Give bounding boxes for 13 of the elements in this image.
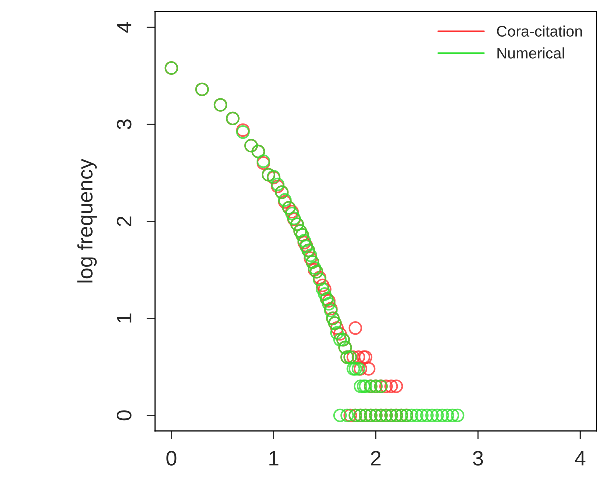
y-tick-label: 3	[116, 120, 132, 130]
y-tick-label: 4	[117, 22, 132, 33]
x-tick-label: 4	[575, 451, 586, 466]
y-tick-label: 0	[116, 410, 132, 421]
y-axis-title: log frequency	[78, 159, 97, 283]
x-tick-label: 1	[270, 451, 279, 466]
x-tick-label: 0	[166, 451, 177, 466]
x-tick-label: 2	[371, 451, 381, 466]
x-tick-label: 3	[473, 451, 484, 466]
y-tick-label: 2	[116, 216, 132, 226]
legend-label: Numerical	[498, 48, 564, 59]
legend-label: Cora-citation	[497, 26, 582, 37]
y-tick-label: 1	[117, 314, 132, 323]
